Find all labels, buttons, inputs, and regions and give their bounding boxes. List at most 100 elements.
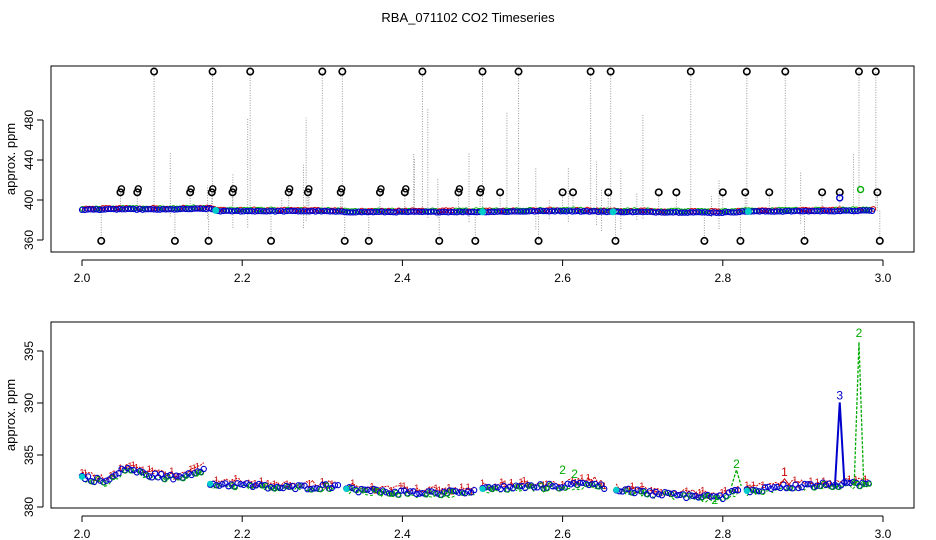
baseline-point (834, 207, 841, 215)
spike-point (209, 185, 217, 193)
series-3-point (157, 470, 165, 478)
baseline-point (678, 209, 685, 216)
baseline-point (384, 208, 391, 216)
series-2-line (746, 484, 869, 497)
spike-point (207, 188, 216, 197)
baseline-point (430, 208, 437, 215)
baseline-point (174, 206, 181, 213)
series-3-point (240, 481, 247, 489)
baseline-point (407, 208, 414, 215)
series-1-marker: 1 (694, 490, 699, 500)
highlight-point-green (856, 185, 865, 194)
baseline-point (724, 208, 732, 216)
spike-point (303, 188, 312, 197)
top-panel: 2.0 2.2 2.4 2.6 2.8 3.0 360 400 440 480 approx. … (3, 65, 915, 285)
series-3-point (112, 471, 119, 478)
series-3-point (185, 470, 192, 477)
baseline-point (822, 207, 830, 214)
baseline-point (162, 206, 169, 213)
baseline-point (860, 207, 867, 214)
baseline-point (404, 208, 411, 216)
baseline-point (358, 209, 365, 216)
baseline-point (332, 208, 339, 215)
series-3-point (292, 485, 299, 493)
baseline-point (793, 207, 801, 214)
series-1-marker: 1 (518, 477, 523, 487)
baseline-point (496, 208, 504, 215)
baseline-point (260, 208, 267, 215)
baseline-point (597, 208, 605, 215)
baseline-point (468, 208, 475, 216)
baseline-point (664, 209, 671, 216)
series-3-point (789, 485, 796, 492)
baseline-point (263, 208, 270, 215)
baseline-point (736, 208, 743, 216)
series-3-point (755, 488, 763, 495)
baseline-point (99, 206, 106, 213)
series-3-point (707, 493, 714, 500)
series-3-point (334, 481, 342, 489)
spike-point (229, 185, 238, 193)
baseline-point (413, 208, 420, 215)
series-3-point (649, 492, 656, 499)
series-2-point (396, 492, 402, 499)
spike-point (534, 236, 543, 245)
baseline-point (779, 208, 786, 215)
series-3-point (494, 484, 501, 491)
baseline-point (398, 208, 406, 215)
baseline-point (188, 205, 195, 213)
series-3-point (170, 476, 177, 483)
baseline-point (450, 208, 458, 216)
series-3-point (455, 489, 463, 496)
baseline-point (393, 209, 400, 216)
series-1-marker: 1 (398, 481, 403, 491)
baseline-point (796, 208, 804, 215)
baseline-point (641, 208, 648, 216)
bottom-y-tick-label: 390 (22, 393, 36, 413)
spike-point (514, 67, 523, 76)
baseline-point (171, 206, 178, 213)
series-3-point (133, 469, 140, 476)
segment-start-point (78, 473, 86, 480)
baseline-point (113, 206, 120, 213)
baseline-point (502, 208, 510, 216)
baseline-point (205, 205, 213, 212)
spike-point (558, 188, 567, 197)
baseline-point (514, 208, 521, 215)
spike-point (672, 188, 681, 197)
baseline-point (416, 208, 423, 215)
baseline-point (814, 207, 821, 215)
baseline-point (644, 208, 651, 215)
spike-point (117, 185, 126, 193)
series-label: 3 (836, 388, 843, 402)
spike-point (267, 236, 276, 245)
series-1-line (81, 462, 205, 482)
baseline-point (857, 207, 864, 214)
top-x-tick-label: 2.0 (74, 271, 91, 285)
baseline-point (234, 207, 241, 215)
bottom-plot-frame (50, 321, 915, 509)
baseline-point (675, 209, 683, 216)
baseline-point (347, 209, 354, 216)
spike-point (818, 188, 827, 197)
baseline-point (142, 206, 149, 213)
series-1-marker: 1 (751, 480, 756, 490)
baseline-point (150, 206, 158, 213)
series-3-point (804, 481, 811, 488)
spike-point (569, 188, 578, 197)
top-plot-frame (50, 65, 915, 253)
baseline-point (704, 209, 711, 216)
baseline-point (349, 209, 357, 216)
baseline-point (569, 208, 576, 215)
series-3-point (301, 482, 308, 489)
baseline-point (508, 208, 515, 215)
baseline-point (352, 209, 360, 216)
baseline-point (185, 206, 192, 213)
series-3-point (795, 484, 802, 492)
baseline-point (338, 208, 345, 215)
spike-point (742, 67, 751, 76)
baseline-point (658, 209, 665, 216)
baseline-point (277, 207, 285, 214)
spike-point (340, 236, 349, 245)
series-3-point (564, 480, 571, 487)
